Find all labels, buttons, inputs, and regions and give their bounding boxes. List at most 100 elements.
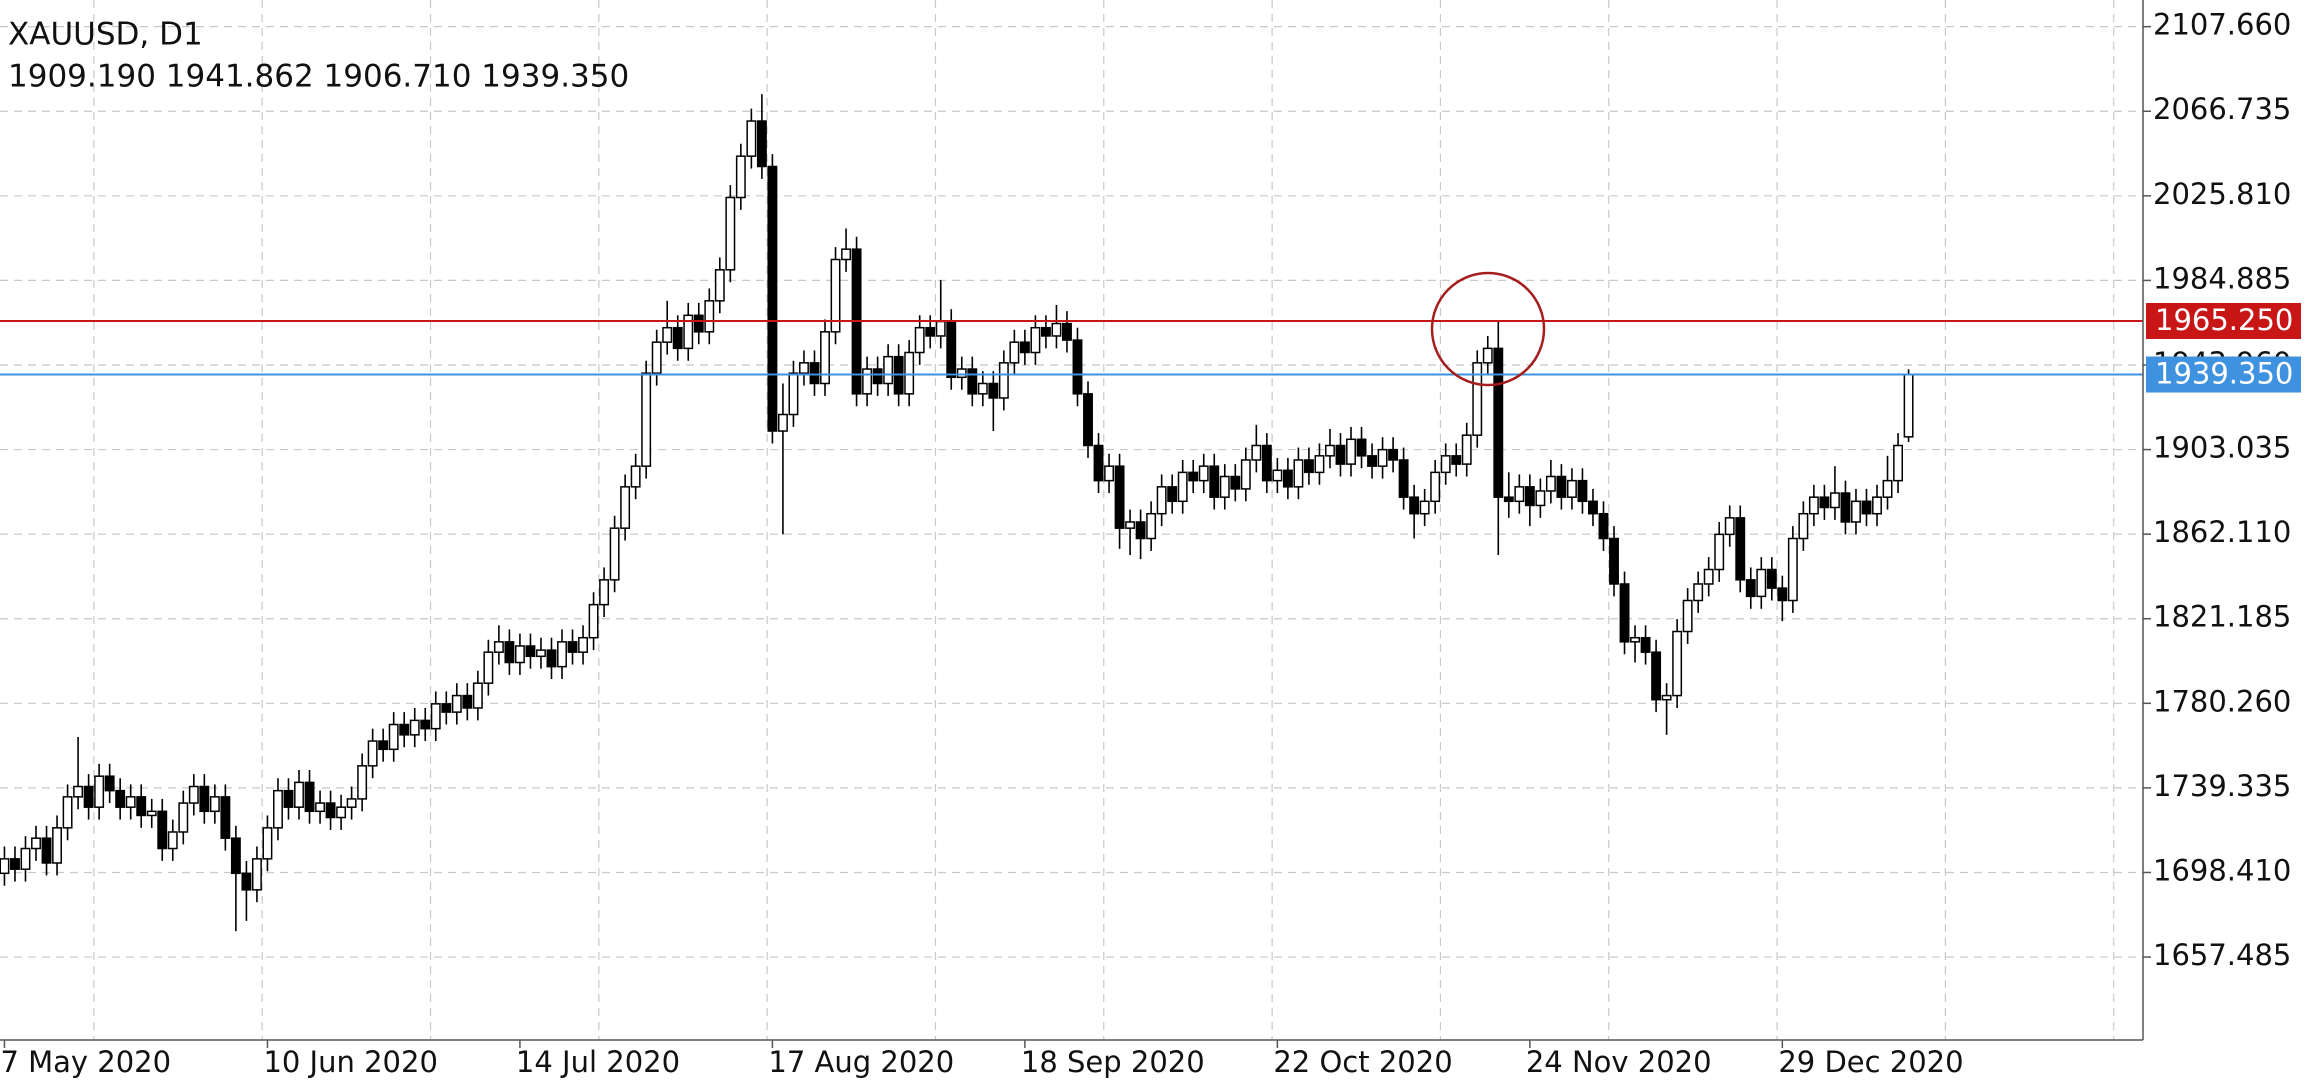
candle-body (1356, 438, 1367, 457)
candle-body (630, 465, 641, 488)
candle-body (1714, 533, 1725, 571)
candle-body (683, 314, 694, 350)
candle-body (273, 789, 283, 829)
candle-body (1661, 694, 1672, 701)
candle-body (1104, 465, 1114, 482)
candle-body (52, 827, 62, 864)
candle-body (1630, 636, 1640, 643)
plot (0, 94, 2143, 932)
candle-body (104, 775, 115, 792)
price-tag-label: 1965.250 (2155, 303, 2293, 337)
candle-body (756, 120, 767, 168)
candle-body (641, 372, 652, 467)
candle-body (967, 368, 978, 395)
candle-body (567, 641, 578, 653)
candle-body (1882, 479, 1893, 498)
y-tick-label: 1903.035 (2153, 431, 2291, 465)
price-tag (2146, 356, 2301, 393)
candle-body (399, 723, 410, 736)
candle-body (209, 796, 220, 813)
candle-body (946, 320, 957, 379)
candle-body (1829, 492, 1840, 509)
candle-body (1114, 465, 1125, 529)
axis: 2107.6602066.7352025.8101984.8851943.960… (0, 8, 2301, 1079)
candle-body (1335, 444, 1346, 465)
candle-body (136, 796, 147, 817)
candle-body (1325, 444, 1335, 457)
y-tick-label: 2025.810 (2153, 177, 2291, 211)
candle-body (125, 796, 136, 808)
candle-body (1019, 341, 1030, 354)
candle-body (146, 810, 157, 817)
candle-body (1177, 471, 1188, 503)
x-tick-label: 7 May 2020 (0, 1045, 171, 1079)
y-tick-label: 1698.410 (2153, 853, 2291, 887)
candle-body (388, 723, 399, 751)
candle-body (283, 789, 294, 808)
candle-body (1787, 537, 1798, 602)
candle-body (304, 781, 315, 813)
candle-body (220, 796, 231, 839)
candle-body (1840, 492, 1851, 523)
candle-body (914, 326, 925, 354)
x-tick-label: 14 Jul 2020 (516, 1045, 680, 1079)
candle-body (346, 798, 357, 808)
candle-body (41, 837, 52, 864)
candle-body (62, 796, 73, 829)
candle-body (31, 837, 41, 850)
candle-body (1777, 587, 1788, 602)
candle-body (662, 326, 673, 343)
candle-body (557, 641, 567, 668)
candle-body (1388, 448, 1399, 461)
candle-body (1303, 459, 1314, 474)
candle-body (693, 314, 704, 333)
candle-body (1861, 500, 1872, 515)
candle-body (799, 362, 809, 374)
ohlc-readout: 1909.190 1941.862 1906.710 1939.350 (8, 59, 629, 95)
candle-body (441, 703, 452, 713)
candle-body (904, 351, 915, 395)
candle-body (315, 802, 326, 813)
candle-body (1135, 521, 1146, 540)
candle-body (1503, 496, 1514, 503)
candle-body (1524, 486, 1535, 507)
candle-body (609, 527, 620, 581)
price-tag (2146, 302, 2301, 339)
candle-body (94, 775, 105, 808)
y-tick-label: 1780.260 (2153, 684, 2291, 718)
candle-body (514, 645, 525, 664)
x-tick-label: 24 Nov 2020 (1526, 1045, 1712, 1079)
candle-body (1745, 579, 1756, 598)
candle-body (1461, 434, 1472, 465)
y-tick-label: 2066.735 (2153, 92, 2291, 126)
candle-body (1808, 496, 1819, 515)
y-tick-label: 2107.660 (2153, 8, 2291, 42)
candle-body (1083, 393, 1093, 447)
candle-body (788, 372, 799, 416)
candle-body (1482, 347, 1493, 364)
candle-body (178, 802, 189, 833)
candle-body (704, 300, 715, 333)
candle-body (883, 355, 894, 385)
candle-body (1545, 475, 1556, 492)
candle-body (188, 785, 199, 804)
candle-body (1703, 568, 1714, 585)
candle-body (1430, 471, 1441, 503)
candle-body (83, 785, 94, 808)
candle-body (493, 641, 504, 653)
candle-body (73, 785, 84, 798)
candle-body (420, 719, 431, 730)
candle-body (588, 603, 599, 639)
y-tick-label: 1984.885 (2153, 261, 2291, 295)
candle-body (20, 847, 31, 870)
symbol-title: XAUUSD, D1 (8, 17, 203, 53)
candle-body (1240, 459, 1251, 490)
candle-body (1588, 500, 1598, 515)
candle-body (651, 341, 662, 374)
candle-body (167, 831, 178, 850)
candle-body (988, 382, 999, 399)
x-tick-label: 29 Dec 2020 (1778, 1045, 1963, 1079)
candle-body (230, 837, 241, 875)
candle-body (1230, 475, 1241, 490)
candle-body (536, 649, 546, 658)
